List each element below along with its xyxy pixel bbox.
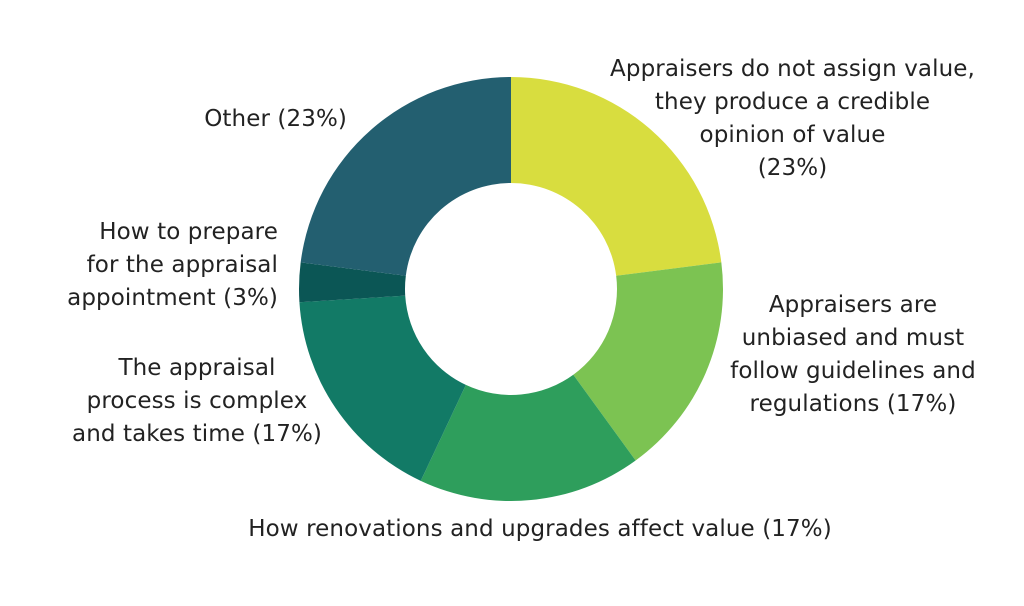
slice-label-other: Other (23%) — [204, 106, 347, 132]
slice-appraisal-process-complex — [299, 295, 466, 481]
slice-other — [300, 77, 511, 276]
slice-label-do-not-assign-value: Appraisers do not assign value, they pro… — [610, 56, 975, 181]
slice-label-appraisal-process-complex: The appraisal process is complex and tak… — [72, 355, 322, 447]
slice-label-renovations-upgrades: How renovations and upgrades affect valu… — [248, 516, 832, 542]
slice-label-unbiased-guidelines: Appraisers are unbiased and must follow … — [730, 292, 976, 417]
slice-unbiased-guidelines — [573, 262, 723, 461]
slice-renovations-upgrades — [420, 374, 636, 501]
slice-do-not-assign-value — [511, 77, 722, 276]
slice-prepare-appointment — [299, 262, 406, 303]
slice-label-prepare-appointment: How to prepare for the appraisal appoint… — [67, 219, 278, 311]
